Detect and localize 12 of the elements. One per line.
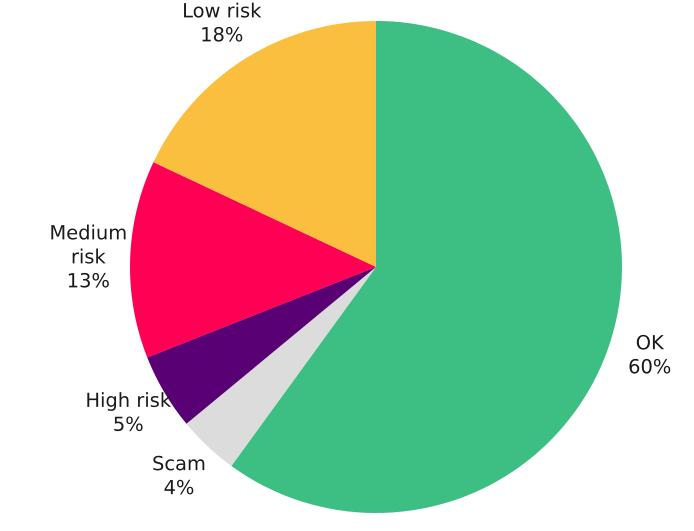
- slice-label: Low risk: [184, 2, 262, 18]
- slice-label: Medium risk: [51, 224, 126, 264]
- data-label: 4%: [164, 480, 194, 494]
- data-label: 13%: [68, 272, 109, 288]
- pie-slice: [153, 21, 376, 267]
- pie-slice: [130, 162, 376, 358]
- data-label: 5%: [114, 416, 143, 432]
- slice-label: Scam: [153, 456, 204, 470]
- data-label: 18%: [202, 26, 242, 42]
- slice-label: OK: [636, 334, 664, 350]
- data-label: 60%: [629, 358, 670, 374]
- slice-label: High risk: [87, 392, 172, 411]
